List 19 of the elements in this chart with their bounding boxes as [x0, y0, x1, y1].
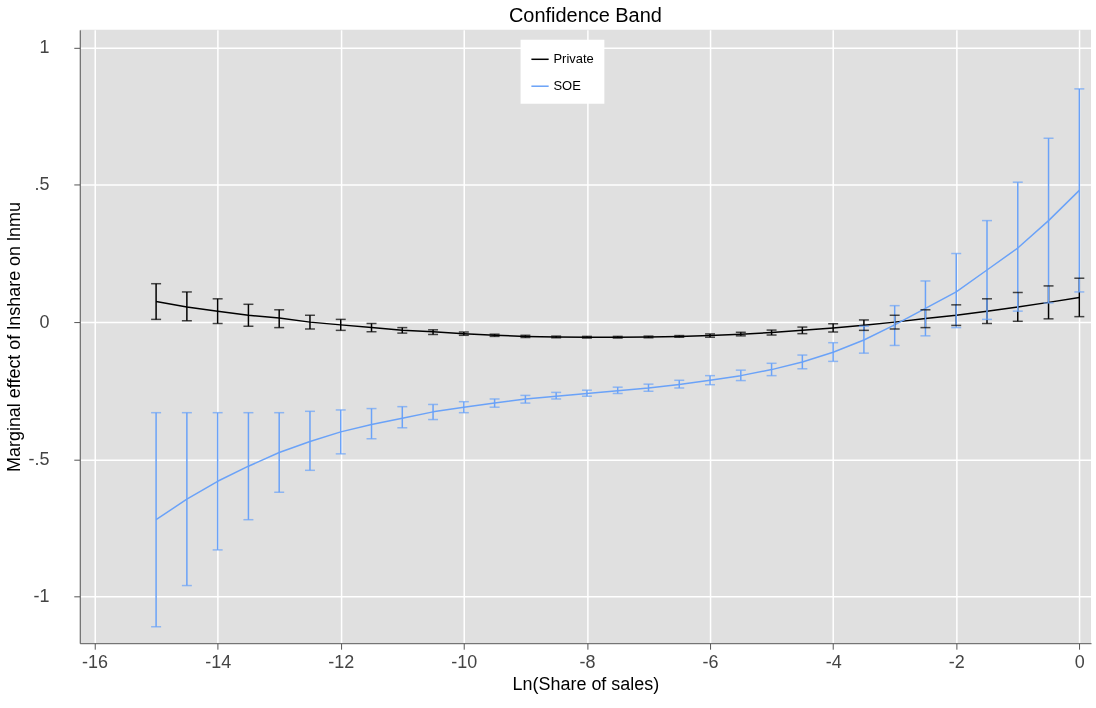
x-tick-label: -2	[948, 651, 965, 672]
x-axis-title: Ln(Share of sales)	[512, 673, 660, 694]
y-axis-title: Marginal effect of lnshare on lnmu	[4, 202, 25, 472]
y-tick-label: -.5	[28, 448, 50, 469]
chart-title: Confidence Band	[508, 3, 662, 26]
x-tick-label: -12	[328, 651, 355, 672]
y-tick-label: .5	[34, 174, 50, 195]
x-tick-label: -6	[702, 651, 719, 672]
y-tick-label: -1	[33, 586, 50, 607]
x-tick-label: -14	[205, 651, 232, 672]
x-tick-label: 0	[1074, 651, 1085, 672]
legend-label: Private	[553, 51, 594, 67]
x-tick-label: -10	[451, 651, 478, 672]
legend-label: SOE	[553, 78, 582, 94]
y-tick-label: 0	[39, 311, 50, 332]
x-tick-label: -8	[579, 651, 596, 672]
y-tick-label: 1	[39, 37, 50, 58]
x-tick-label: -16	[82, 651, 109, 672]
x-tick-label: -4	[825, 651, 842, 672]
